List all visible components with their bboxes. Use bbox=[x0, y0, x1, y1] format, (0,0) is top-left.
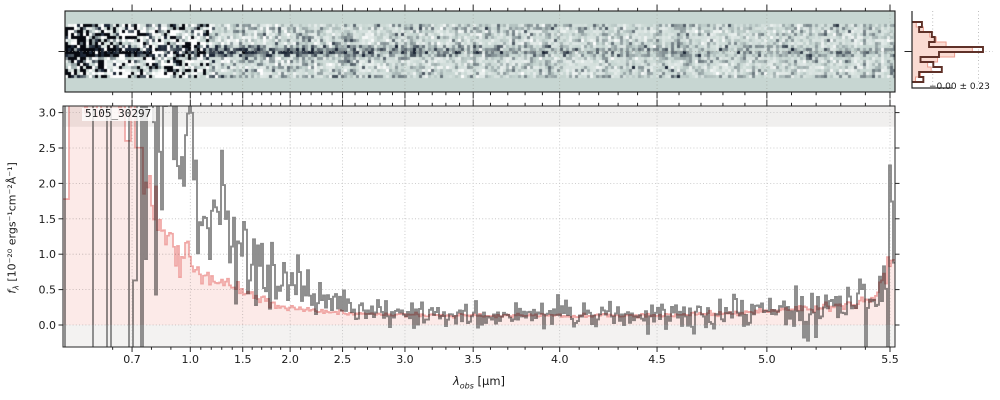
hist-outline bbox=[912, 21, 984, 83]
svg-text:2.0: 2.0 bbox=[281, 353, 299, 366]
noise-histogram bbox=[911, 11, 993, 89]
x-axis-label-subscript: obs bbox=[459, 381, 474, 391]
main-plot-frame bbox=[62, 105, 896, 348]
svg-text:3.5: 3.5 bbox=[464, 353, 482, 366]
uncertainty-series bbox=[63, 106, 895, 325]
svg-text:2.5: 2.5 bbox=[39, 142, 57, 155]
x-axis-label: λobs [μm] bbox=[453, 374, 505, 390]
y-axis-label-symbol: f bbox=[5, 289, 19, 294]
x-axis-label-units: [μm] bbox=[473, 374, 506, 388]
svg-text:1.5: 1.5 bbox=[39, 213, 57, 226]
svg-text:3.0: 3.0 bbox=[396, 353, 414, 366]
svg-text:5.0: 5.0 bbox=[758, 353, 776, 366]
hist-spine bbox=[911, 11, 952, 89]
svg-text:4.5: 4.5 bbox=[648, 353, 666, 366]
svg-text:0.7: 0.7 bbox=[123, 353, 141, 366]
y-axis-label-units: [10⁻²⁰ ergs⁻¹cm⁻²Å⁻¹] bbox=[5, 162, 19, 286]
tick-labels: 0.7 1.0 1.5 2.0 2.5 3.0 3.5 4.0 4.5 5.0 5.5 0.0 0.5 1… bbox=[39, 107, 899, 366]
svg-text:5.5: 5.5 bbox=[881, 353, 899, 366]
svg-text:1.0: 1.0 bbox=[39, 248, 57, 261]
histogram-stat-label: −0.00 ± 0.23 bbox=[929, 82, 990, 92]
svg-text:1.0: 1.0 bbox=[182, 353, 200, 366]
svg-text:1.5: 1.5 bbox=[234, 353, 252, 366]
2d-panel-overlay bbox=[64, 10, 896, 93]
x-axis-label-symbol: λ bbox=[452, 374, 460, 388]
spectrum-2d-image bbox=[65, 11, 895, 92]
svg-text:2.5: 2.5 bbox=[334, 353, 352, 366]
svg-text:2.0: 2.0 bbox=[39, 177, 57, 190]
svg-text:4.0: 4.0 bbox=[551, 353, 569, 366]
svg-text:0.5: 0.5 bbox=[39, 284, 57, 297]
y-axis-label-subscript: λ bbox=[11, 285, 21, 290]
y-axis-label: fλ [10⁻²⁰ ergs⁻¹cm⁻²Å⁻¹] bbox=[5, 162, 20, 294]
svg-text:3.0: 3.0 bbox=[39, 107, 57, 120]
svg-text:0.0: 0.0 bbox=[39, 319, 57, 332]
object-id-label: 5105_30297 bbox=[82, 107, 155, 121]
shaded-bands bbox=[63, 106, 895, 347]
